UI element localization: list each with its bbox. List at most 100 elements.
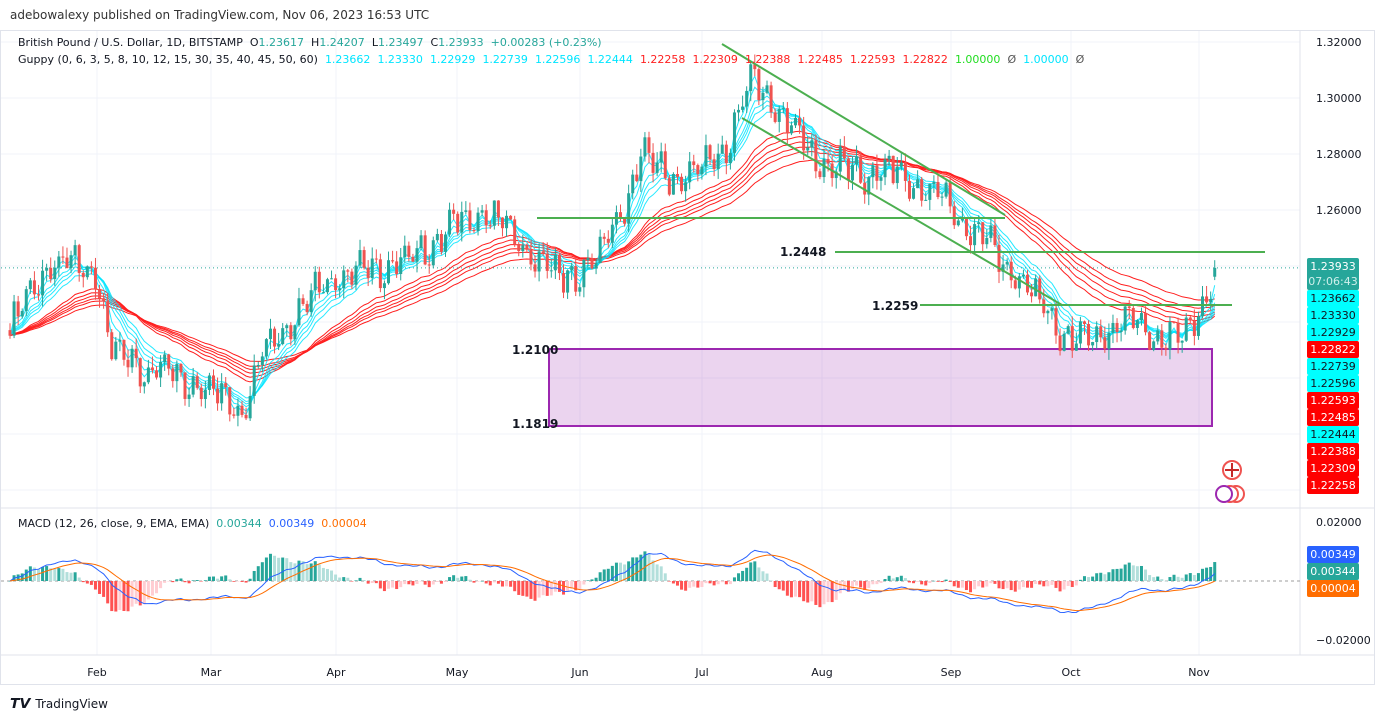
macd-histogram-bar bbox=[496, 581, 500, 584]
macd-histogram-bar bbox=[163, 581, 167, 583]
candle-body bbox=[399, 257, 403, 275]
macd-histogram-bar bbox=[810, 581, 814, 602]
macd-histogram-bar bbox=[106, 581, 110, 604]
macd-histogram-bar bbox=[1078, 579, 1082, 581]
macd-histogram-bar bbox=[1172, 574, 1176, 581]
guppy-extra1: 1.00000 bbox=[954, 53, 1001, 66]
candle-body bbox=[663, 151, 667, 179]
macd-histogram-bar bbox=[582, 581, 586, 585]
macd-histogram-bar bbox=[374, 581, 378, 584]
macd-histogram-bar bbox=[53, 568, 57, 581]
candle-body bbox=[69, 255, 73, 269]
bar-countdown: 07:06:43 bbox=[1308, 275, 1358, 288]
macd-histogram-bar bbox=[69, 572, 73, 581]
guppy-price-label: 1.23662 bbox=[1307, 290, 1359, 307]
candle-body bbox=[203, 389, 207, 400]
candle-body bbox=[814, 140, 818, 172]
macd-histogram-bar bbox=[1042, 581, 1046, 587]
macd-histogram-bar bbox=[753, 561, 757, 581]
macd-histogram-bar bbox=[757, 567, 761, 581]
macd-histogram-bar bbox=[24, 569, 28, 581]
candle-body bbox=[150, 367, 154, 371]
price-tick: 1.26000 bbox=[1316, 204, 1362, 217]
macd-line bbox=[9, 549, 1216, 614]
macd-histogram-bar bbox=[570, 581, 574, 589]
candle-body bbox=[997, 245, 1001, 272]
macd-histogram-bar bbox=[89, 581, 93, 585]
macd-histogram-bar bbox=[1082, 576, 1086, 581]
candle-body bbox=[378, 259, 382, 289]
candle-body bbox=[350, 271, 354, 285]
candle-body bbox=[651, 152, 655, 173]
candle-body bbox=[317, 271, 321, 293]
macd-histogram-bar bbox=[639, 554, 643, 581]
candle-body bbox=[220, 383, 224, 404]
candle-body bbox=[960, 218, 964, 221]
candle-body bbox=[212, 375, 215, 389]
macd-histogram-bar bbox=[191, 580, 195, 581]
macd-histogram-bar bbox=[93, 581, 97, 590]
guppy-price-label: 1.22258 bbox=[1307, 477, 1359, 494]
candle-body bbox=[639, 156, 643, 182]
macd-histogram-bar bbox=[936, 581, 940, 582]
macd-histogram-bar bbox=[216, 578, 220, 581]
candle-body bbox=[358, 250, 362, 266]
candle-body bbox=[973, 224, 977, 246]
macd-histogram-bar bbox=[342, 577, 346, 581]
change-value: +0.00283 (+0.23%) bbox=[490, 36, 602, 49]
macd-histogram-bar bbox=[338, 577, 342, 581]
macd-histogram-bar bbox=[574, 581, 578, 591]
guppy-price-label: 1.22444 bbox=[1307, 426, 1359, 443]
candle-body bbox=[810, 140, 814, 148]
candle-body bbox=[598, 236, 602, 264]
macd-histogram-bar bbox=[517, 581, 521, 595]
macd-histogram-bar bbox=[224, 575, 228, 581]
macd-histogram-bar bbox=[395, 581, 399, 590]
chart-frame bbox=[0, 30, 1375, 685]
candle-body bbox=[435, 233, 439, 241]
macd-histogram-bar bbox=[1188, 573, 1192, 581]
time-tick: Feb bbox=[87, 666, 107, 679]
candle-body bbox=[256, 364, 260, 366]
candle-body bbox=[8, 330, 12, 336]
candle-body bbox=[1156, 330, 1160, 342]
candle-body bbox=[12, 301, 16, 336]
close-value: 1.23933 bbox=[438, 36, 484, 49]
candle-body bbox=[1119, 330, 1123, 333]
macd-histogram-bar bbox=[435, 581, 439, 582]
candle-body bbox=[557, 254, 561, 274]
guppy-price-label: 1.22822 bbox=[1307, 341, 1359, 358]
candle-body bbox=[956, 220, 960, 226]
guppy-price-label: 1.22596 bbox=[1307, 375, 1359, 392]
macd-histogram-bar bbox=[855, 581, 859, 586]
macd-histogram-bar bbox=[350, 581, 354, 582]
candle-body bbox=[834, 171, 838, 179]
macd-histogram-bar bbox=[61, 568, 65, 581]
macd-histogram-bar bbox=[627, 561, 631, 581]
macd-histogram-bar bbox=[1095, 573, 1099, 581]
macd-histogram-bar bbox=[724, 581, 728, 585]
macd-hist-value: 0.00344 bbox=[216, 517, 262, 530]
macd-histogram-bar bbox=[293, 563, 297, 581]
candle-body bbox=[1192, 320, 1196, 336]
candle-body bbox=[293, 325, 297, 340]
macd-histogram-bar bbox=[334, 574, 338, 581]
macd-histogram-bar bbox=[28, 566, 32, 581]
macd-histogram-bar bbox=[598, 572, 602, 581]
macd-histogram-bar bbox=[16, 574, 20, 581]
macd-histogram-bar bbox=[956, 581, 960, 588]
macd-histogram-bar bbox=[382, 581, 386, 592]
candle-body bbox=[610, 224, 614, 243]
tradingview-logo[interactable]: 𝙏𝙑 TradingView bbox=[10, 696, 108, 712]
candle-body bbox=[460, 211, 464, 233]
candle-body bbox=[492, 200, 496, 226]
candle-body bbox=[675, 174, 679, 177]
zone-top-label: 1.2100 bbox=[512, 343, 559, 357]
macd-histogram-bar bbox=[1013, 581, 1017, 592]
guppy-long-ema bbox=[9, 159, 1215, 362]
guppy-long-ema bbox=[9, 146, 1215, 370]
candle-body bbox=[1172, 321, 1176, 323]
candle-body bbox=[488, 225, 492, 227]
macd-histogram-bar bbox=[187, 581, 191, 584]
